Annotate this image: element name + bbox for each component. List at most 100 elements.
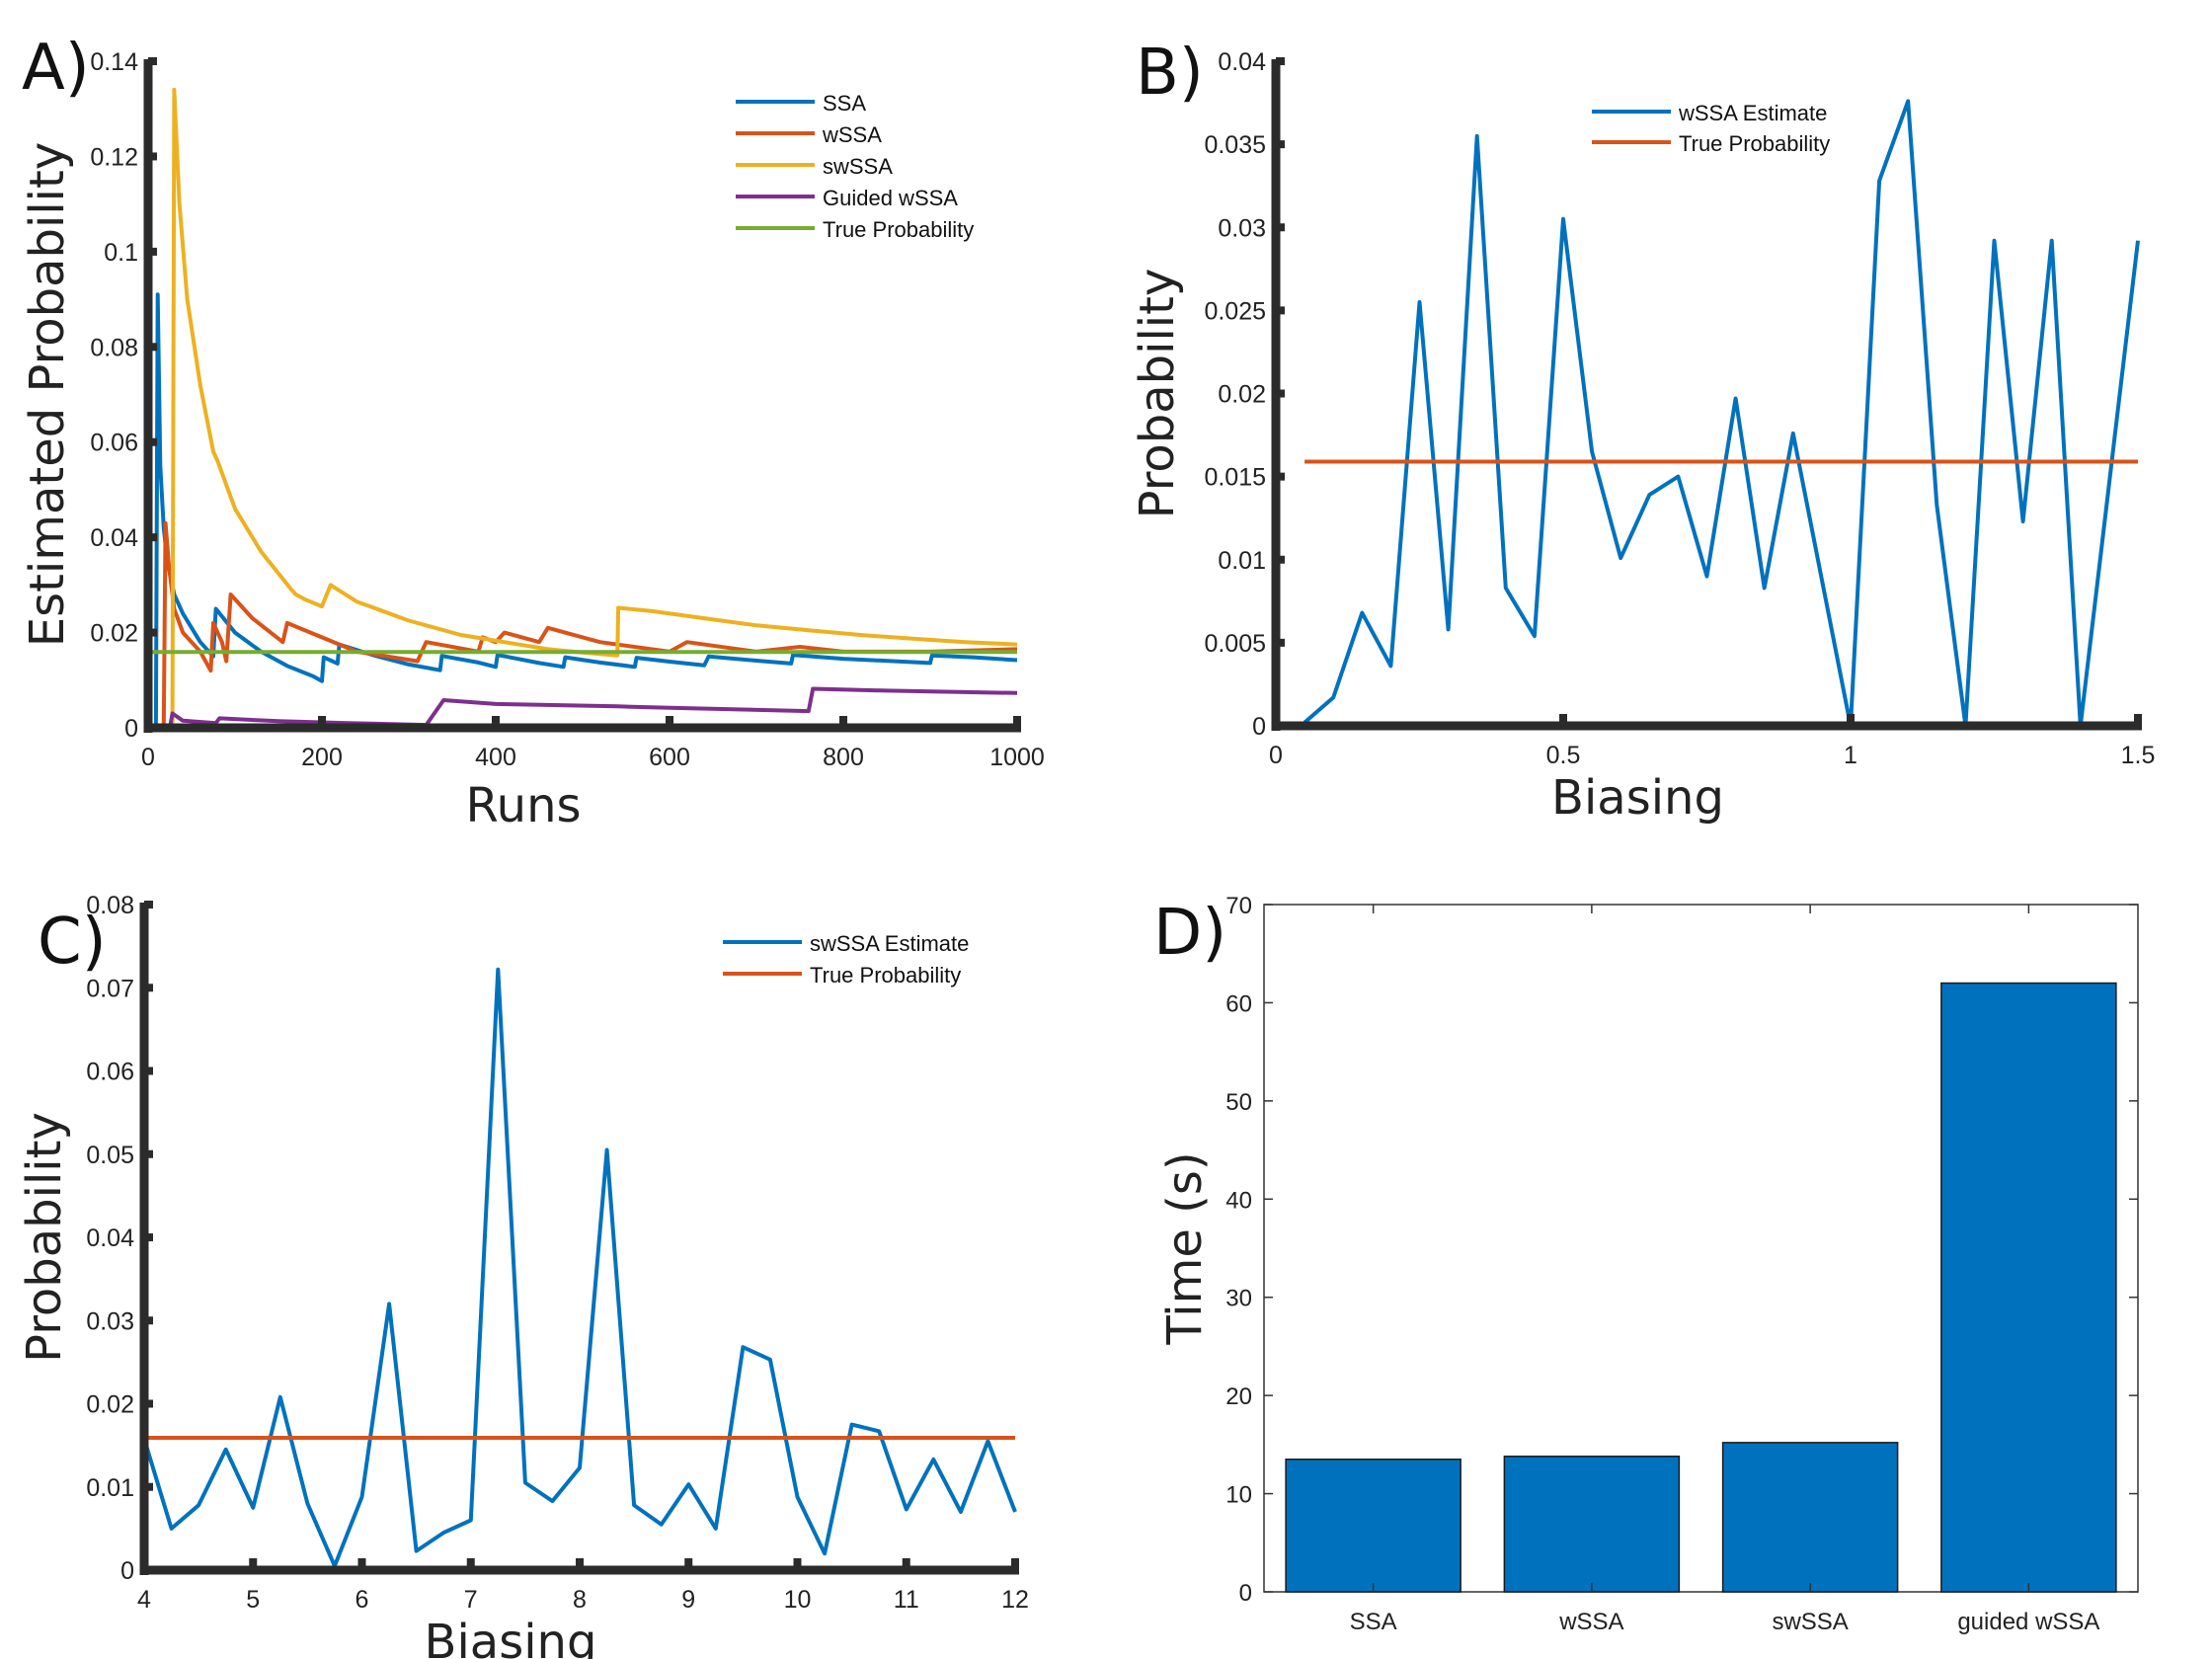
y-tick-label: 0.02 (86, 1391, 134, 1419)
x-tick-mark (1559, 714, 1567, 726)
y-tick-mark (1276, 306, 1285, 315)
y-tick-mark (148, 57, 157, 65)
x-tick-label: 6 (356, 1586, 369, 1614)
bar-ssa (1285, 1459, 1462, 1593)
panel-c: 0 0.01 0.02 0.03 0.04 0.05 0.06 0.07 0.08 4 5 6 7 8 9 1… (17, 892, 1029, 1659)
y-tick-mark (1276, 722, 1285, 730)
x-axis-title: Biasing (1551, 770, 1724, 826)
x-tick-mark (839, 716, 847, 728)
bar-wssa (1503, 1456, 1681, 1593)
series-line-swssa-estimate (142, 967, 1017, 1568)
y-tick-mark (144, 1316, 153, 1325)
y-tick-label: 0.05 (86, 1142, 134, 1169)
y-tick-label: 0.005 (1204, 630, 1266, 658)
panel-d: SSA wSSA swSSA guided wSSA 0 10 20 30 40 50 60 70 Ti… (1153, 893, 2139, 1635)
x-tick-mark (466, 1558, 475, 1570)
y-tick-mark (148, 533, 157, 542)
y-tick-label: 0.07 (86, 975, 134, 1002)
x-tick-label: 5 (246, 1586, 260, 1614)
y-tick-mark (144, 901, 153, 908)
x-tick-mark (684, 1558, 693, 1570)
y-tick-label: 0.03 (1218, 214, 1266, 242)
bar-guided-wssa (1940, 982, 2117, 1593)
y-tick-mark (148, 343, 157, 352)
x-tick-label: 10 (784, 1586, 812, 1614)
y-tick-label: 0.02 (90, 620, 138, 648)
x-tick-mark (1847, 714, 1855, 726)
x-tick-mark (1011, 1558, 1019, 1570)
y-tick-label: 50 (1225, 1089, 1252, 1116)
y-axis-title: Estimated Probability (20, 142, 75, 647)
y-tick-label: 0.03 (86, 1307, 134, 1335)
x-tick-mark (318, 716, 326, 728)
legend-label: True Probability (1679, 131, 1830, 156)
y-tick-mark (148, 437, 157, 446)
x-tick-label: 7 (464, 1586, 478, 1614)
x-tick-label: 12 (1001, 1586, 1029, 1614)
y-tick-label: 0 (1239, 1580, 1252, 1607)
y-tick-label: 0.04 (90, 524, 138, 552)
y-tick-label: 0.14 (90, 48, 138, 76)
x-tick-label: 800 (823, 744, 864, 771)
x-axis-title: Runs (465, 778, 581, 833)
y-axis-title: Probability (17, 1112, 72, 1363)
y-tick-label: 0.01 (1218, 547, 1266, 575)
y-tick-label: 0.02 (1218, 381, 1266, 409)
y-tick-label: 0.04 (1218, 48, 1266, 76)
y-tick-label: 0 (120, 1557, 134, 1585)
y-tick-label: 0.015 (1204, 464, 1266, 492)
y-tick-label: 10 (1225, 1482, 1252, 1509)
x-tick-mark (902, 1558, 910, 1570)
y-tick-mark (1276, 638, 1285, 647)
legend-label: SSA (823, 91, 866, 116)
x-tick-label: 0 (1269, 742, 1283, 769)
y-tick-mark (1276, 389, 1285, 398)
y-tick-mark (148, 152, 157, 161)
x-tick-mark (144, 716, 152, 728)
x-tick-label: 0.5 (1546, 742, 1581, 769)
y-tick-label: 0.01 (86, 1474, 134, 1502)
legend-label: swSSA Estimate (810, 931, 969, 956)
x-tick-mark (2134, 714, 2142, 726)
y-tick-mark (148, 724, 157, 732)
y-tick-mark (144, 984, 153, 992)
y-tick-mark (144, 1233, 153, 1241)
x-tick-label: 0 (141, 744, 155, 771)
legend-label: True Probability (823, 217, 974, 242)
x-tick-label: 1 (1844, 742, 1857, 769)
bar-swssa (1721, 1442, 1899, 1593)
panel-label: A) (22, 32, 90, 105)
y-tick-label: 0.08 (86, 892, 134, 919)
x-tick-mark (666, 716, 673, 728)
series-line-ssa (148, 292, 1018, 730)
x-tick-label: 8 (573, 1586, 587, 1614)
x-tick-label: swSSA (1772, 1609, 1848, 1635)
plot-frame (1263, 904, 2139, 1593)
y-tick-label: 40 (1225, 1187, 1252, 1214)
y-tick-mark (1276, 472, 1285, 481)
series-line-swssa (148, 87, 1018, 730)
x-tick-label: 1000 (989, 744, 1045, 771)
series-line-wssa-estimate (1303, 99, 2140, 728)
x-tick-mark (576, 1558, 584, 1570)
legend-label: wSSA Estimate (1678, 101, 1827, 125)
x-tick-mark (793, 1558, 802, 1570)
x-tick-label: 600 (649, 744, 690, 771)
legend-label: True Probability (810, 963, 961, 988)
legend-label: swSSA (823, 154, 893, 179)
x-tick-label: 4 (137, 1586, 151, 1614)
x-tick-label: 200 (301, 744, 343, 771)
y-tick-label: 0.12 (90, 143, 138, 171)
y-tick-mark (1276, 140, 1285, 149)
y-tick-label: 0.04 (86, 1224, 134, 1252)
x-axis-title: Biasing (425, 1615, 597, 1659)
panel-label: C) (38, 906, 107, 979)
y-tick-label: 60 (1225, 990, 1252, 1017)
y-tick-mark (144, 1566, 153, 1574)
x-tick-label: 1.5 (2121, 742, 2156, 769)
x-tick-label: 9 (681, 1586, 695, 1614)
y-tick-mark (144, 1066, 153, 1075)
x-tick-label: SSA (1350, 1609, 1397, 1635)
x-tick-mark (249, 1558, 258, 1570)
